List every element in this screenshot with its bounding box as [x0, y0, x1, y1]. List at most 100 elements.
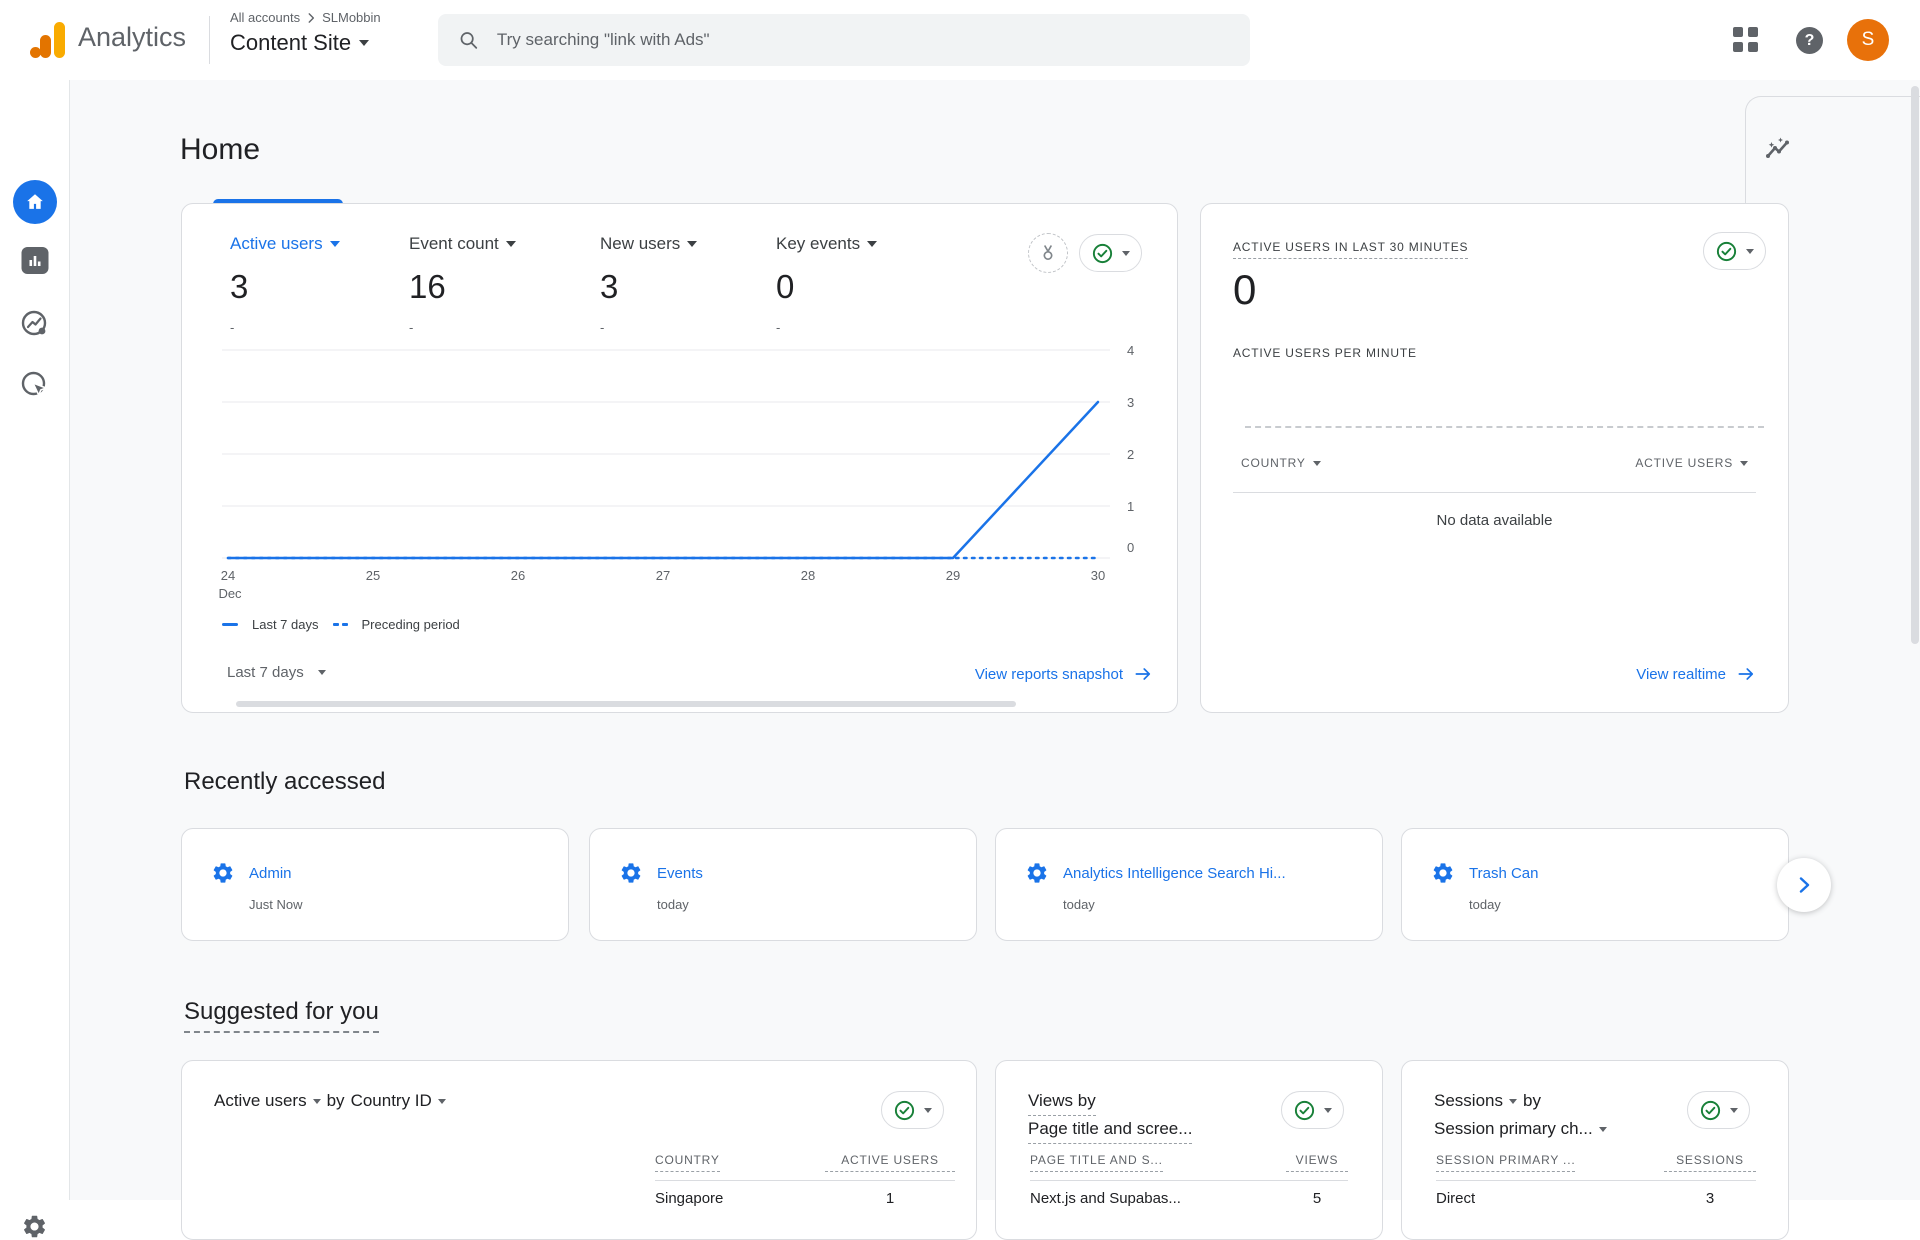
data-table: COUNTRY ACTIVE USERS Singapore 1: [655, 1153, 955, 1207]
metric-value: 3: [230, 268, 340, 306]
property-name: Content Site: [230, 30, 351, 56]
view-reports-snapshot-link[interactable]: View reports snapshot: [975, 664, 1153, 684]
breadcrumb-account[interactable]: SLMobbin: [322, 10, 381, 25]
brand-name: Analytics: [78, 22, 186, 53]
data-table: SESSION PRIMARY ... SESSIONS Direct 3: [1436, 1153, 1756, 1207]
data-quality-check-pill[interactable]: [1687, 1091, 1750, 1129]
legend-label: Preceding period: [362, 617, 460, 632]
help-icon[interactable]: ?: [1796, 27, 1823, 54]
chevron-down-icon: [330, 241, 340, 247]
chevron-down-icon: [506, 241, 516, 247]
carousel-next-button[interactable]: [1777, 858, 1831, 912]
horizontal-scrollbar[interactable]: [236, 701, 1016, 707]
sidebar-item-reports[interactable]: [21, 247, 48, 274]
card-title[interactable]: Views by: [1028, 1091, 1096, 1116]
chevron-down-icon: [1509, 1099, 1517, 1104]
gear-icon: [1431, 861, 1455, 885]
chevron-down-icon: [1740, 461, 1748, 466]
data-quality-check-pill[interactable]: [1703, 232, 1766, 270]
chevron-down-icon: [1324, 1108, 1332, 1113]
chevron-down-icon: [1599, 1127, 1607, 1132]
svg-text:25: 25: [366, 568, 380, 583]
column-header: PAGE TITLE AND S...: [1030, 1153, 1163, 1172]
recent-card-subtitle: today: [657, 897, 689, 912]
svg-text:3: 3: [1127, 395, 1134, 410]
benchmarking-medal-icon[interactable]: [1028, 233, 1068, 273]
sidebar-item-advertising[interactable]: [19, 369, 51, 401]
recent-card-admin[interactable]: Admin Just Now: [181, 828, 569, 941]
card-title-dimension[interactable]: Session primary ch...: [1434, 1119, 1607, 1139]
column-header: SESSIONS: [1664, 1153, 1756, 1172]
card-title[interactable]: Active users by Country ID: [214, 1091, 446, 1111]
search-icon: [458, 29, 479, 51]
table-row: Next.js and Supabas... 5: [1030, 1190, 1348, 1207]
chevron-down-icon: [359, 40, 369, 46]
table-row: Direct 3: [1436, 1190, 1756, 1207]
arrow-right-icon: [1133, 664, 1153, 684]
recently-accessed-heading: Recently accessed: [184, 768, 385, 796]
metric-tab-key-events[interactable]: Key events 0 -: [776, 234, 877, 335]
recent-card-title: Analytics Intelligence Search Hi...: [1063, 865, 1286, 882]
metric-tab-event-count[interactable]: Event count 16 -: [409, 234, 516, 335]
suggested-card-sessions-by-channel: Sessions by Session primary ch... SESSIO…: [1401, 1060, 1789, 1240]
data-quality-check-pill[interactable]: [1079, 234, 1142, 272]
chevron-right-icon: [304, 11, 318, 25]
sidebar-item-home[interactable]: [13, 180, 57, 224]
date-range-selector[interactable]: Last 7 days: [227, 664, 326, 681]
metric-delta: -: [776, 320, 877, 335]
recent-card-trash-can[interactable]: Trash Can today: [1401, 828, 1789, 941]
active-users-column-header[interactable]: ACTIVE USERS: [1635, 456, 1748, 470]
chevron-right-icon: [1792, 873, 1816, 897]
metric-tab-active-users[interactable]: Active users 3 -: [230, 234, 340, 335]
vertical-scrollbar[interactable]: [1911, 86, 1919, 644]
search-input[interactable]: [497, 30, 1230, 50]
google-apps-grid-icon[interactable]: [1733, 27, 1759, 53]
gear-icon: [21, 1213, 48, 1240]
metric-tab-new-users[interactable]: New users 3 -: [600, 234, 697, 335]
svg-text:1: 1: [1127, 499, 1134, 514]
active-users-line-chart: 0123424Dec252627282930: [182, 334, 1179, 604]
metric-value: 16: [409, 268, 516, 306]
per-minute-empty-chart-baseline: [1245, 426, 1764, 428]
card-title-dimension[interactable]: Page title and scree...: [1028, 1119, 1192, 1144]
app-header: Analytics All accounts SLMobbin Content …: [0, 0, 1920, 80]
google-analytics-logo[interactable]: [26, 18, 70, 62]
table-row: Singapore 1: [655, 1190, 955, 1207]
svg-text:30: 30: [1091, 568, 1105, 583]
card-title[interactable]: Sessions by: [1434, 1091, 1541, 1111]
data-quality-check-pill[interactable]: [1281, 1091, 1344, 1129]
chevron-down-icon: [1313, 461, 1321, 466]
chevron-down-icon: [1746, 249, 1754, 254]
insights-sparkline-icon[interactable]: [1764, 136, 1792, 164]
sidebar-item-explore[interactable]: [19, 308, 51, 340]
svg-text:4: 4: [1127, 343, 1134, 358]
svg-text:0: 0: [1127, 540, 1134, 555]
check-circle-icon: [893, 1099, 916, 1122]
suggested-card-active-users-by-country: Active users by Country ID COUNTRY ACTIV…: [181, 1060, 977, 1240]
arrow-right-icon: [1736, 664, 1756, 684]
gear-icon: [1025, 861, 1049, 885]
recent-card-events[interactable]: Events today: [589, 828, 977, 941]
check-circle-icon: [1715, 240, 1738, 263]
recent-card-subtitle: today: [1469, 897, 1501, 912]
avatar[interactable]: S: [1847, 19, 1889, 61]
legend-solid-swatch: [222, 623, 238, 626]
gear-icon: [619, 861, 643, 885]
metric-value: 0: [776, 268, 877, 306]
recent-card-intelligence-search[interactable]: Analytics Intelligence Search Hi... toda…: [995, 828, 1383, 941]
property-picker[interactable]: Content Site: [230, 30, 369, 56]
data-quality-check-pill[interactable]: [881, 1091, 944, 1129]
country-column-header[interactable]: COUNTRY: [1241, 456, 1321, 470]
view-realtime-link[interactable]: View realtime: [1636, 664, 1756, 684]
column-header: COUNTRY: [655, 1153, 720, 1172]
search-bar[interactable]: [438, 14, 1250, 66]
metric-delta: -: [230, 320, 340, 335]
table-divider: [1436, 1180, 1756, 1181]
chevron-down-icon: [318, 670, 326, 675]
legend-dotted-swatch: [333, 623, 348, 626]
no-data-message: No data available: [1201, 512, 1788, 529]
chevron-down-icon: [438, 1099, 446, 1104]
breadcrumb-accounts[interactable]: All accounts: [230, 10, 300, 25]
recent-card-title: Trash Can: [1469, 865, 1538, 882]
sidebar-item-admin[interactable]: [21, 1212, 49, 1240]
